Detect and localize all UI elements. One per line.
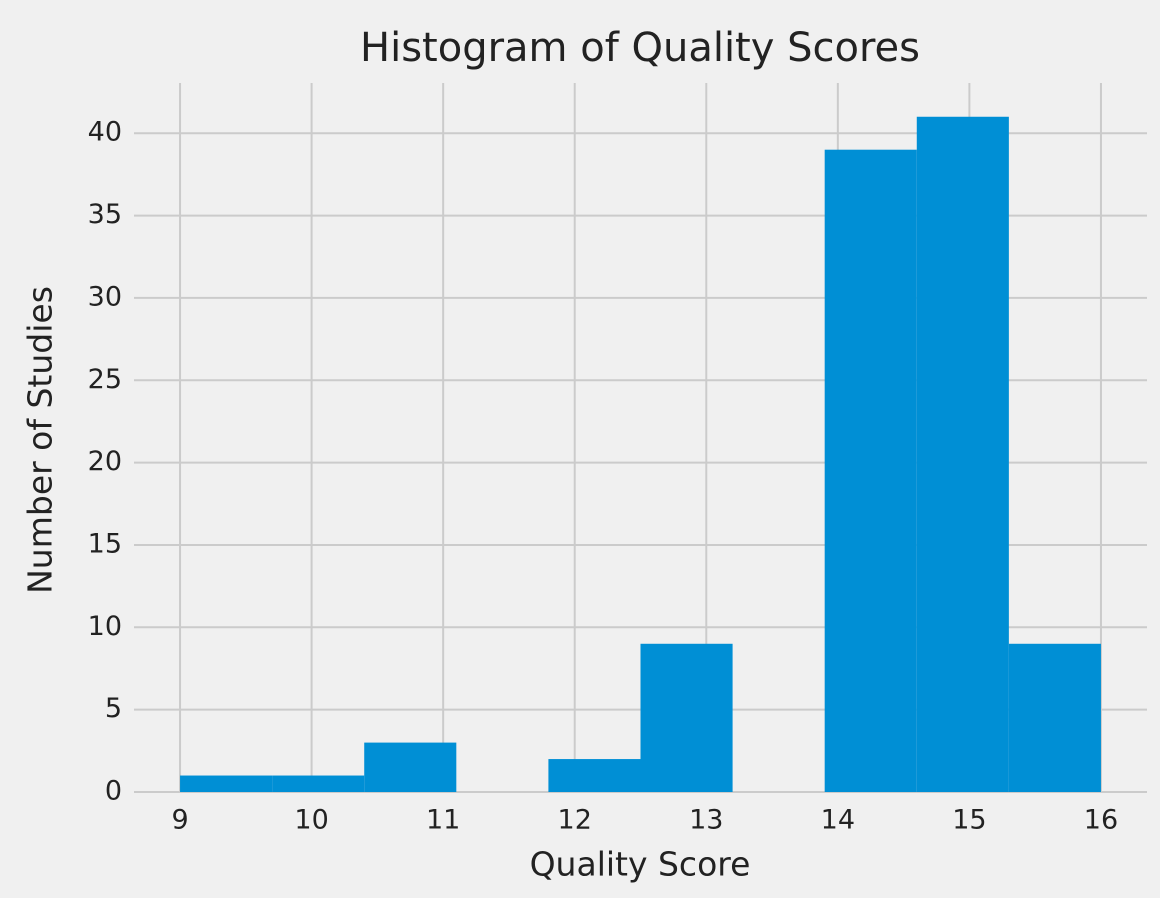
bar bbox=[1008, 643, 1101, 792]
x-tick-label: 15 bbox=[952, 805, 986, 836]
y-tick-label: 10 bbox=[88, 611, 122, 642]
y-tick-label: 5 bbox=[105, 693, 122, 724]
x-tick-label: 10 bbox=[294, 805, 328, 836]
x-tick-label: 13 bbox=[689, 805, 723, 836]
x-tick-label: 14 bbox=[821, 805, 855, 836]
bar bbox=[272, 775, 365, 792]
y-tick-label: 15 bbox=[88, 528, 122, 559]
y-tick-label: 0 bbox=[105, 776, 122, 807]
x-tick-label: 11 bbox=[426, 805, 460, 836]
bar bbox=[548, 759, 641, 792]
chart-title: Histogram of Quality Scores bbox=[360, 25, 920, 71]
bar bbox=[824, 149, 917, 793]
bar bbox=[640, 643, 733, 792]
bar bbox=[916, 116, 1009, 792]
y-tick-label: 35 bbox=[88, 199, 122, 230]
y-tick-label: 20 bbox=[88, 446, 122, 477]
bar bbox=[180, 775, 273, 792]
y-tick-label: 40 bbox=[88, 117, 122, 148]
y-tick-label: 25 bbox=[88, 364, 122, 395]
bar bbox=[364, 742, 457, 792]
y-axis-label: Number of Studies bbox=[21, 286, 60, 594]
x-axis-label: Quality Score bbox=[530, 845, 751, 884]
y-tick-label: 30 bbox=[88, 281, 122, 312]
x-tick-label: 12 bbox=[558, 805, 592, 836]
x-tick-label: 16 bbox=[1084, 805, 1118, 836]
x-tick-label: 9 bbox=[171, 805, 188, 836]
